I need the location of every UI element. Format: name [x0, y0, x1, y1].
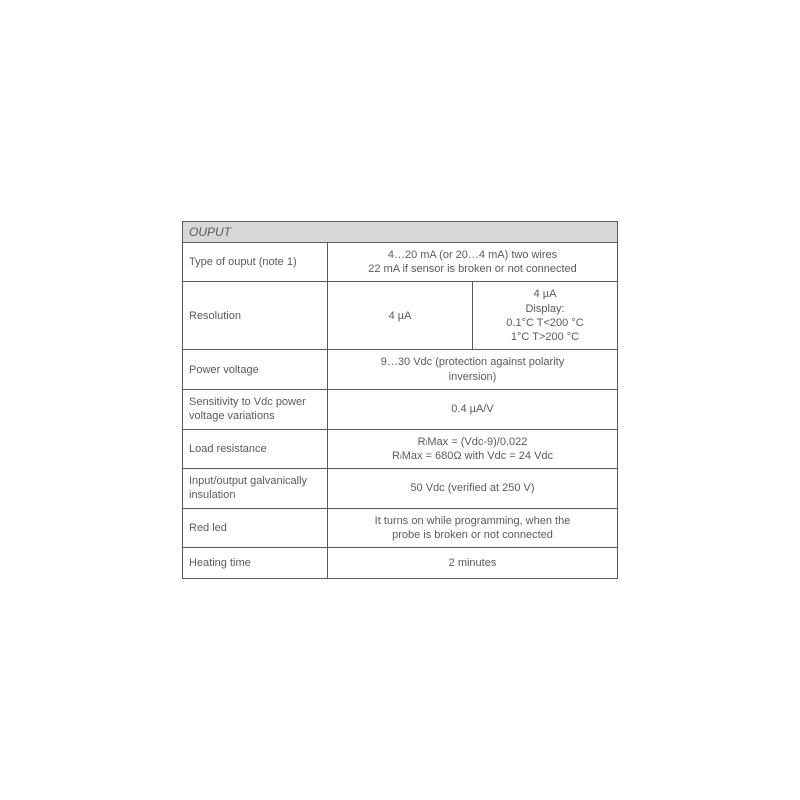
row-value: 50 Vdc (verified at 250 V)	[328, 469, 617, 508]
row-label: Sensitivity to Vdc power voltage variati…	[183, 390, 328, 429]
value-right: 4 µA Display: 0.1°C T<200 °C 1°C T>200 °…	[473, 282, 617, 349]
row-value: 9…30 Vdc (protection against polarity in…	[328, 350, 617, 389]
value-text: 4 µA	[534, 287, 557, 301]
row-label: Input/output galvanically insulation	[183, 469, 328, 508]
row-value: 0.4 µA/V	[328, 390, 617, 429]
row-label: Heating time	[183, 548, 328, 578]
value-left: 4 µA	[328, 282, 473, 349]
table-row: Load resistance RₗMax = (Vdc-9)/0.022 Rₗ…	[183, 430, 617, 470]
table-row: Resolution 4 µA 4 µA Display: 0.1°C T<20…	[183, 282, 617, 350]
row-label: Power voltage	[183, 350, 328, 389]
value-text: RₗMax = 680Ω with Vdc = 24 Vdc	[392, 449, 553, 463]
table-row: Input/output galvanically insulation 50 …	[183, 469, 617, 509]
value-text: 9…30 Vdc (protection against polarity	[381, 355, 564, 369]
row-label: Red led	[183, 509, 328, 548]
row-value: It turns on while programming, when the …	[328, 509, 617, 548]
table-row: Type of ouput (note 1) 4…20 mA (or 20…4 …	[183, 243, 617, 283]
value-text: Display:	[525, 302, 564, 316]
value-text: RₗMax = (Vdc-9)/0.022	[418, 435, 528, 449]
value-text: 0.1°C T<200 °C	[506, 316, 583, 330]
value-text: probe is broken or not connected	[392, 528, 553, 542]
table-row: Heating time 2 minutes	[183, 548, 617, 578]
table-header: OUPUT	[183, 222, 617, 243]
value-text: inversion)	[449, 370, 497, 384]
value-text: 1°C T>200 °C	[511, 330, 579, 344]
row-value-split: 4 µA 4 µA Display: 0.1°C T<200 °C 1°C T>…	[328, 282, 617, 349]
value-text: It turns on while programming, when the	[375, 514, 571, 528]
value-text: 4…20 mA (or 20…4 mA) two wires	[388, 248, 557, 262]
table-row: Power voltage 9…30 Vdc (protection again…	[183, 350, 617, 390]
row-value: 4…20 mA (or 20…4 mA) two wires 22 mA if …	[328, 243, 617, 282]
spec-table: OUPUT Type of ouput (note 1) 4…20 mA (or…	[182, 221, 618, 580]
table-row: Sensitivity to Vdc power voltage variati…	[183, 390, 617, 430]
row-value: RₗMax = (Vdc-9)/0.022 RₗMax = 680Ω with …	[328, 430, 617, 469]
table-row: Red led It turns on while programming, w…	[183, 509, 617, 549]
row-label: Load resistance	[183, 430, 328, 469]
row-label: Type of ouput (note 1)	[183, 243, 328, 282]
row-value: 2 minutes	[328, 548, 617, 578]
value-text: 22 mA if sensor is broken or not connect…	[368, 262, 577, 276]
row-label: Resolution	[183, 282, 328, 349]
